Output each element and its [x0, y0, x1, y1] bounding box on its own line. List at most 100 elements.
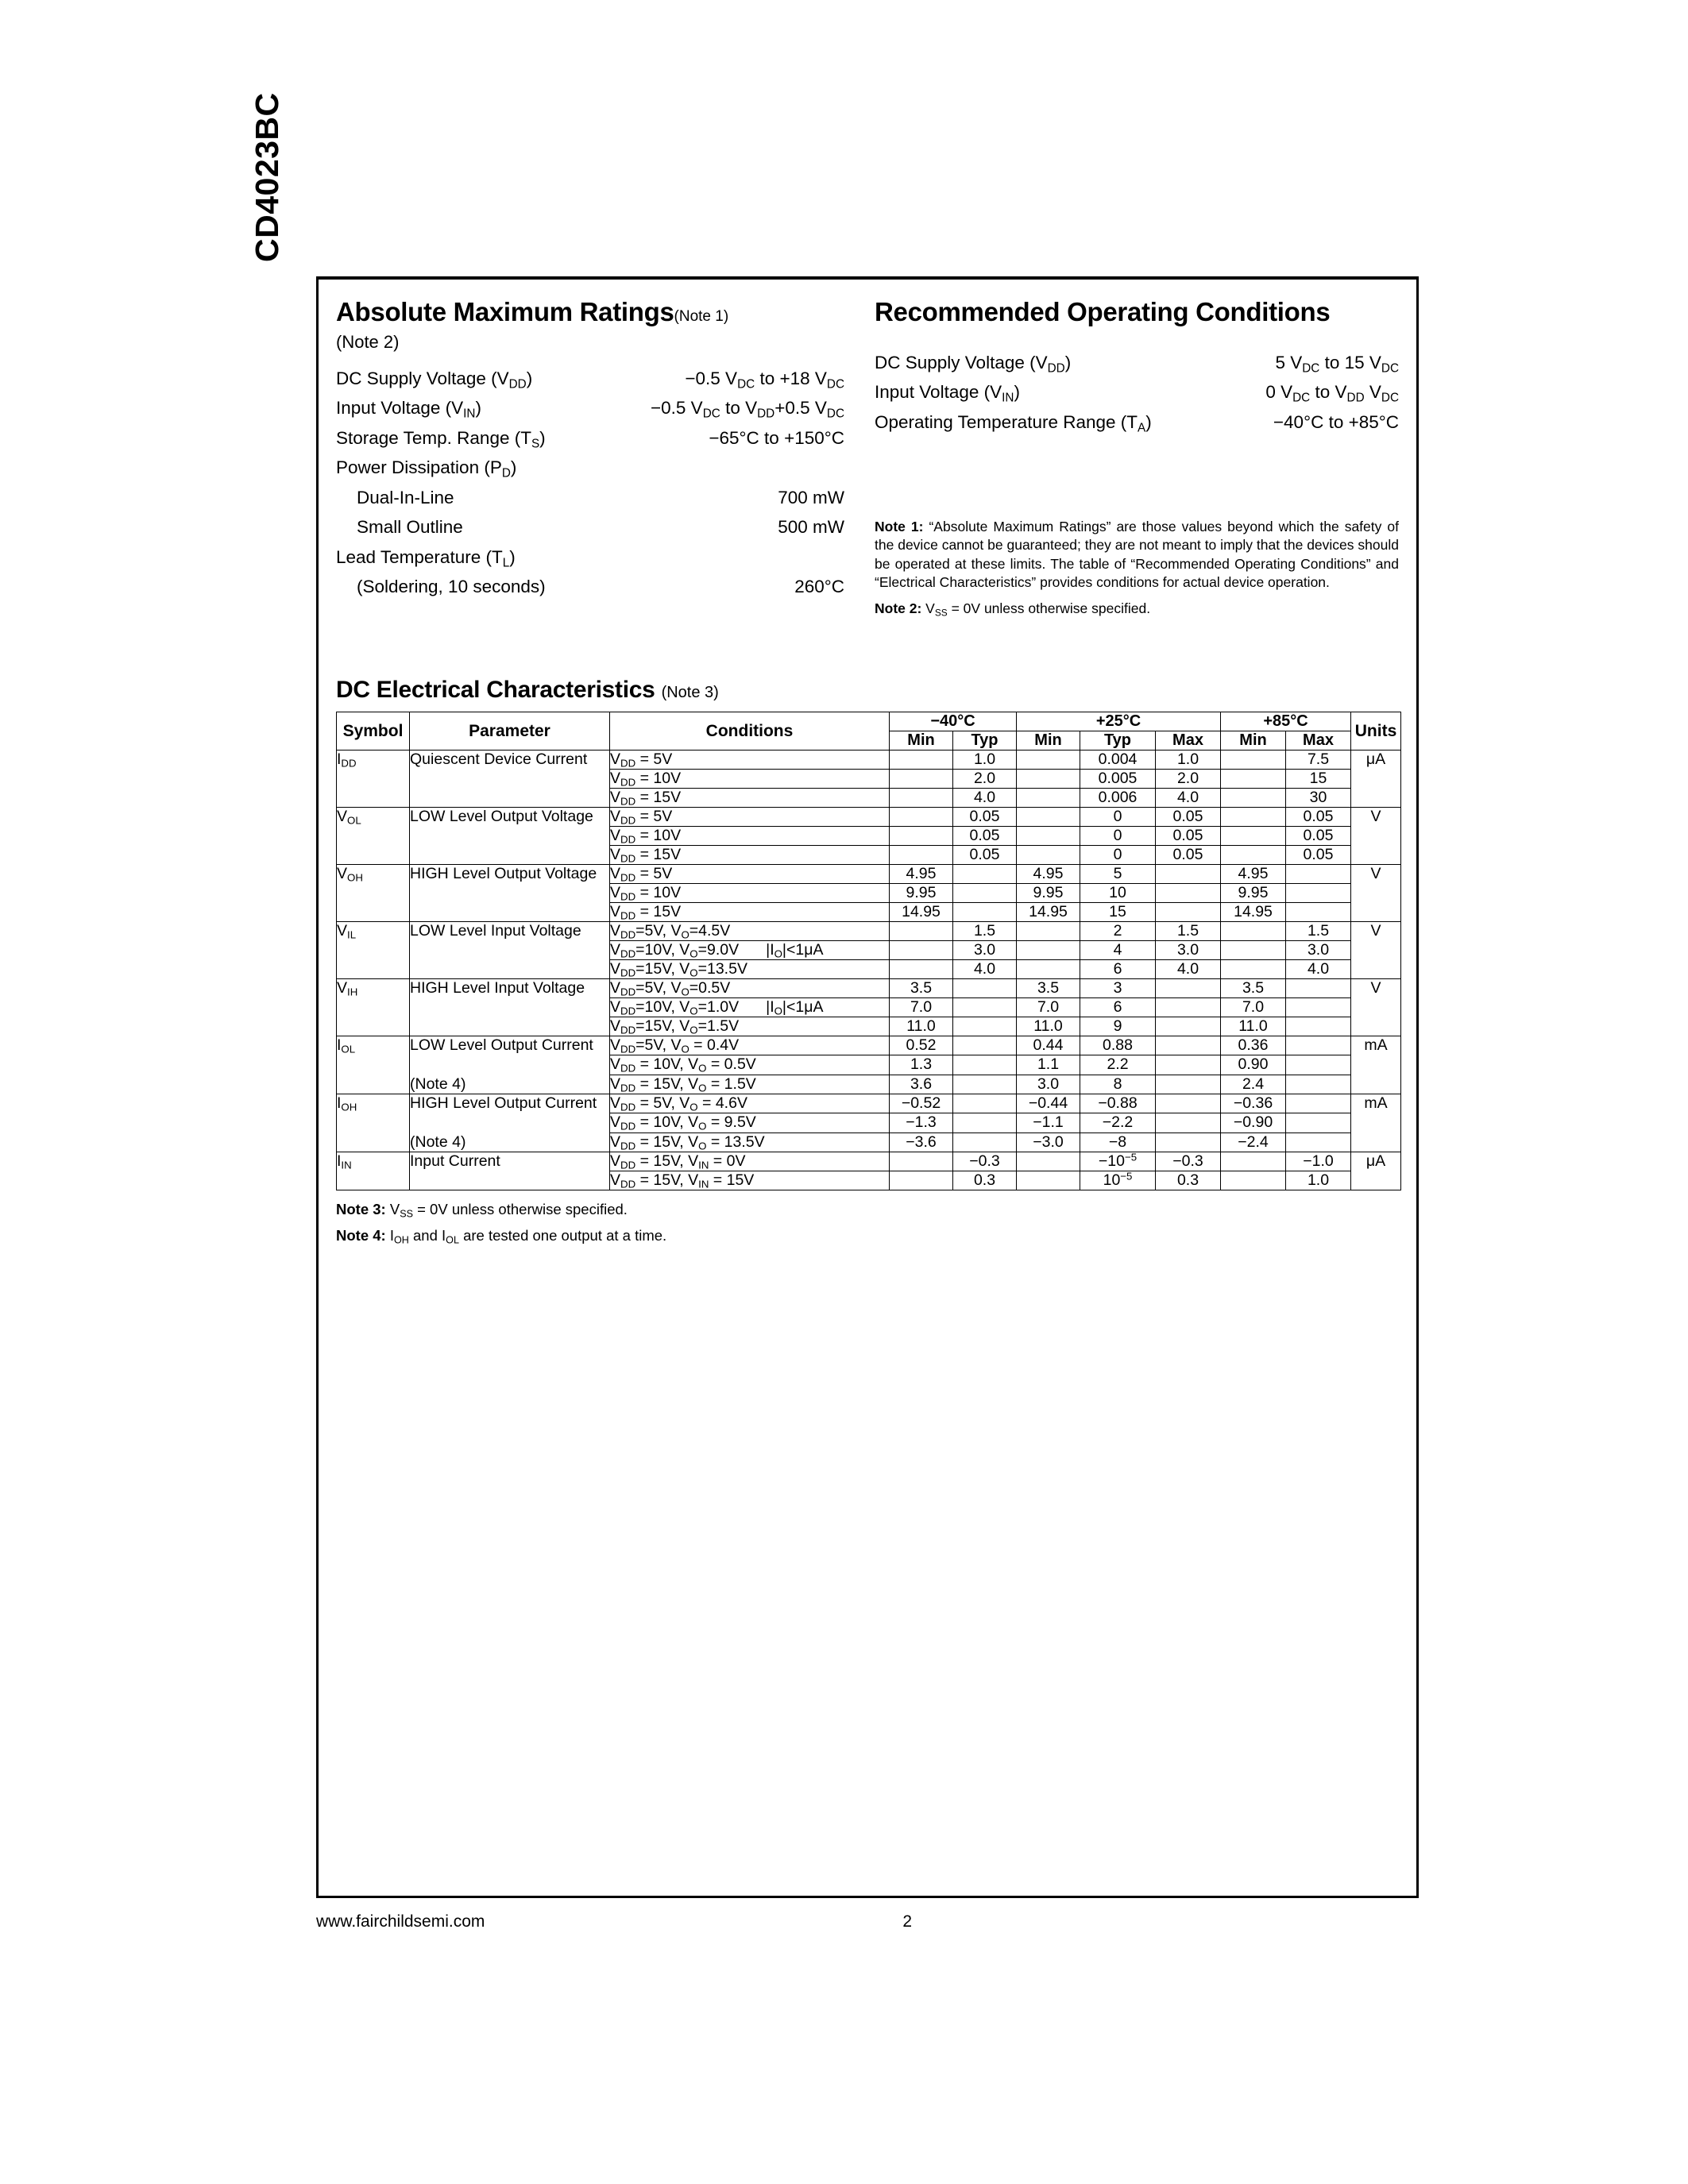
row-value-cell	[1155, 883, 1221, 903]
row-value-cell: 0.88	[1080, 1035, 1156, 1056]
header-sub-typ-2: Typ	[1080, 731, 1156, 751]
rec-op-item: DC Supply Voltage (VDD) 5 VDC to 15 VDC	[875, 348, 1399, 378]
row-symbol: IOH	[336, 1094, 410, 1152]
condition-main: VDD=5V, VO=4.5V	[610, 922, 731, 941]
row-value-cell	[952, 1035, 1017, 1056]
row-value-cell: 1.0	[1155, 750, 1221, 770]
row-value-cell: 1.0	[952, 750, 1017, 770]
row-value-cell	[1220, 1171, 1286, 1190]
table-row: IDD Quiescent Device Current VDD = 5V 1.0 …	[336, 750, 1401, 808]
table-row: IIN Input Current VDD = 15V, VIN = 0V −0.3…	[336, 1152, 1401, 1190]
row-value-cell	[1016, 1171, 1080, 1190]
row-value-cell: 8	[1080, 1074, 1156, 1095]
row-symbol: VIH	[336, 978, 410, 1036]
abs-max-item-label: Power Dissipation (PD)	[336, 457, 517, 480]
row-conditions: VDD = 15V, VO = 1.5V	[609, 1074, 890, 1095]
condition-main: VDD = 5V	[610, 865, 673, 884]
table-row: VDD=15V, VO=13.5V 4.0 6 4.0 4.0	[337, 959, 1401, 979]
condition-current-limit: |IO|<1μA	[766, 998, 824, 1017]
table-row: VDD = 15V 14.95 14.95 15 14.95	[337, 902, 1401, 922]
row-value-cell: 1.0	[1285, 1171, 1351, 1190]
row-value-cell: 11.0	[1220, 1017, 1286, 1036]
table-row: VIL LOW Level Input Voltage VDD=5V, VO=4.5…	[336, 921, 1401, 979]
abs-max-item: (Soldering, 10 seconds) 260°C	[336, 573, 844, 603]
row-conditions: VDD = 5V	[609, 864, 890, 884]
header-temp-group-minus40: −40°C	[889, 712, 1017, 731]
condition-main: VDD=5V, VO=0.5V	[610, 979, 731, 998]
row-value-cell	[889, 959, 953, 979]
row-value-cell: 4.0	[952, 788, 1017, 808]
abs-max-item: Input Voltage (VIN) −0.5 VDC to VDD+0.5 V…	[336, 394, 844, 424]
recommended-operating-conditions-section: Recommended Operating Conditions DC Supp…	[875, 297, 1399, 438]
device-side-label-text: CD4023BC	[249, 92, 285, 262]
row-value-cell: −1.1	[1016, 1113, 1080, 1133]
abs-max-item-value: −0.5 VDC to +18 VDC	[685, 368, 844, 392]
row-value-cell: 0.05	[1155, 807, 1221, 827]
abs-max-item: Power Dissipation (PD)	[336, 453, 844, 484]
row-conditions: VDD=10V, VO=9.0V |IO|<1μA	[609, 940, 890, 960]
row-value-cell: 9.95	[1220, 883, 1286, 903]
row-value-cell	[1285, 883, 1351, 903]
row-conditions: VDD = 10V, VO = 9.5V	[609, 1113, 890, 1133]
row-value-cell	[1155, 1035, 1221, 1056]
table-row: VDD = 10V 0.05 0 0.05 0.05	[337, 826, 1401, 846]
row-value-cell: 4	[1080, 940, 1156, 960]
row-value-cell: 9.95	[1016, 883, 1080, 903]
header-sub-min-2: Min	[1016, 731, 1080, 751]
header-symbol: Symbol	[336, 712, 410, 751]
row-value-cell: −0.44	[1016, 1093, 1080, 1114]
abs-max-item-value: −65°C to +150°C	[709, 427, 844, 448]
table-row: VOL LOW Level Output Voltage VDD = 5V 0.05…	[336, 807, 1401, 865]
row-value-cell	[952, 902, 1017, 922]
condition-main: VDD = 15V	[610, 789, 682, 808]
row-parameter: LOW Level Input Voltage	[409, 921, 610, 979]
row-value-cell	[952, 1132, 1017, 1153]
note-label: Note 1:	[875, 519, 924, 534]
row-value-cell	[889, 769, 953, 789]
row-value-cell: −0.36	[1220, 1093, 1286, 1114]
note-paragraph: Note 4: IOH and IOL are tested one outpu…	[336, 1226, 1400, 1246]
row-value-cell: 0.004	[1080, 750, 1156, 770]
row-value-cell: 15	[1080, 902, 1156, 922]
row-value-cell: 4.95	[1016, 864, 1080, 884]
row-value-cell	[889, 1171, 953, 1190]
abs-max-item-label: Dual-In-Line	[357, 487, 454, 507]
row-value-cell: 2.4	[1220, 1074, 1286, 1095]
row-units: V	[1350, 978, 1401, 1036]
header-temp-group-plus85: +85°C	[1220, 712, 1351, 731]
row-parameter: HIGH Level Output Voltage	[409, 864, 610, 922]
row-value-cell: 4.0	[952, 959, 1017, 979]
row-parameter: LOW Level Output Current (Note 4)	[409, 1036, 610, 1094]
abs-max-item: DC Supply Voltage (VDD) −0.5 VDC to +18 V…	[336, 364, 844, 394]
row-value-cell	[1285, 978, 1351, 998]
row-parameter: HIGH Level Input Voltage	[409, 978, 610, 1036]
row-value-cell	[1155, 864, 1221, 884]
row-conditions: VDD=5V, VO = 0.4V	[609, 1035, 890, 1056]
dc-characteristics-table: Symbol Parameter Conditions −40°C +25°C …	[336, 712, 1401, 1190]
row-conditions: VDD = 15V, VO = 13.5V	[609, 1132, 890, 1153]
row-value-cell: −0.52	[889, 1093, 953, 1114]
abs-max-item-label: (Soldering, 10 seconds)	[357, 577, 546, 597]
row-value-cell: 14.95	[1220, 902, 1286, 922]
row-value-cell	[1016, 921, 1080, 941]
row-value-cell	[1220, 788, 1286, 808]
header-sub-min-1: Min	[889, 731, 953, 751]
row-value-cell	[1285, 1093, 1351, 1114]
row-value-cell: −0.3	[952, 1152, 1017, 1171]
row-conditions: VDD = 5V, VO = 4.6V	[609, 1093, 890, 1114]
header-sub-typ-1: Typ	[952, 731, 1017, 751]
row-value-cell: −2.2	[1080, 1113, 1156, 1133]
condition-main: VDD=5V, VO = 0.4V	[610, 1036, 740, 1055]
footer-url[interactable]: www.fairchildsemi.com	[316, 1912, 485, 1931]
row-value-cell: 9.95	[889, 883, 953, 903]
row-value-cell: 7.0	[1220, 997, 1286, 1017]
condition-main: VDD = 5V	[610, 808, 673, 827]
table-row: VDD = 15V 4.0 0.006 4.0 30	[337, 788, 1401, 808]
row-value-cell: 15	[1285, 769, 1351, 789]
row-conditions: VDD = 10V, VO = 0.5V	[609, 1055, 890, 1075]
rec-op-spec-list: DC Supply Voltage (VDD) 5 VDC to 15 VDC In…	[875, 348, 1399, 438]
row-value-cell	[1285, 1055, 1351, 1075]
rec-op-item: Input Voltage (VIN) 0 VDC to VDD VDC	[875, 378, 1399, 408]
row-units: V	[1350, 807, 1401, 865]
